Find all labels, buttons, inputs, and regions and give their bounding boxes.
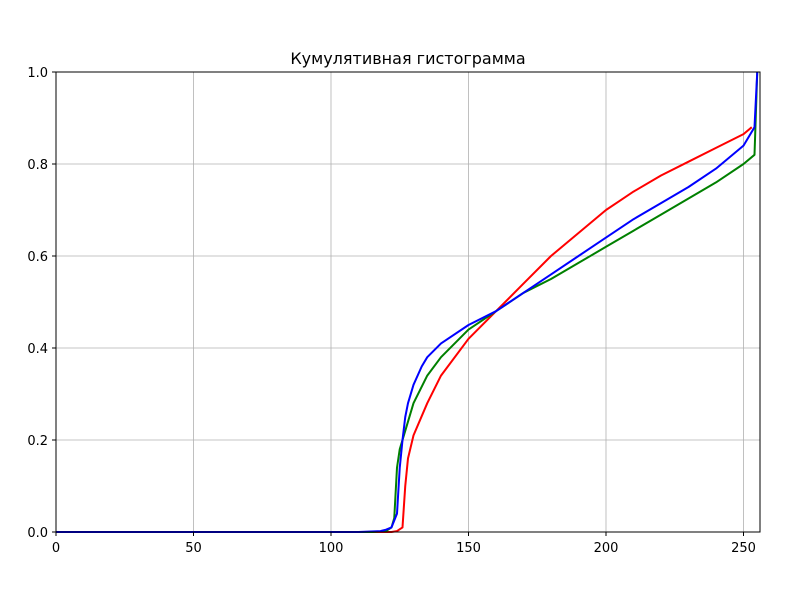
y-tick-label: 0.8 bbox=[27, 158, 48, 173]
x-tick-label: 50 bbox=[185, 541, 202, 556]
axes-frame bbox=[55, 71, 761, 533]
x-axis: 0 50 100 150 200 250 bbox=[52, 532, 756, 556]
series-line-1 bbox=[56, 126, 753, 533]
chart-title: Кумулятивная гистограмма bbox=[290, 49, 525, 68]
y-tick-label: 0.4 bbox=[27, 342, 48, 357]
x-tick-label: 150 bbox=[456, 541, 481, 556]
y-tick-label: 0.6 bbox=[27, 250, 48, 265]
series-layer bbox=[56, 71, 759, 533]
x-tick-label: 200 bbox=[594, 541, 619, 556]
series-line-3 bbox=[56, 71, 759, 533]
y-tick-label: 0.0 bbox=[27, 526, 48, 541]
x-tick-label: 0 bbox=[52, 541, 60, 556]
y-tick-label: 0.2 bbox=[27, 434, 48, 449]
x-tick-label: 100 bbox=[319, 541, 344, 556]
axes-border bbox=[55, 71, 761, 533]
x-tick-label: 250 bbox=[731, 541, 756, 556]
y-tick-label: 1.0 bbox=[27, 66, 48, 81]
y-axis: 0.0 0.2 0.4 0.6 0.8 1.0 bbox=[27, 66, 56, 541]
